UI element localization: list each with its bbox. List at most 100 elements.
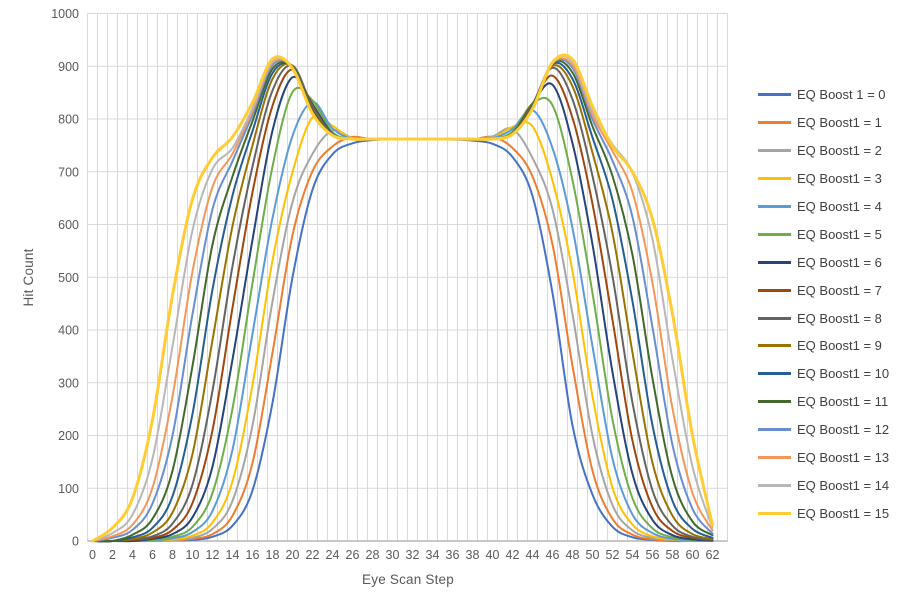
x-tick-label: 38 [466, 548, 480, 562]
legend-item-5[interactable]: EQ Boost1 = 5 [758, 220, 894, 248]
legend-swatch-icon [758, 456, 791, 460]
legend-item-12[interactable]: EQ Boost1 = 12 [758, 416, 894, 444]
x-tick-label: 34 [426, 548, 440, 562]
y-tick-label: 1000 [51, 7, 79, 21]
x-tick-label: 2 [109, 548, 116, 562]
x-tick-label: 0 [89, 548, 96, 562]
legend-label: EQ Boost1 = 15 [797, 505, 890, 521]
series-line-11[interactable] [91, 59, 714, 543]
x-tick-label: 60 [686, 548, 700, 562]
x-tick-label: 32 [406, 548, 420, 562]
legend-swatch-icon [758, 428, 791, 432]
x-tick-label: 56 [646, 548, 660, 562]
x-tick-label: 30 [386, 548, 400, 562]
series-line-9[interactable] [91, 62, 714, 543]
y-tick-label: 400 [58, 324, 79, 338]
legend-item-4[interactable]: EQ Boost1 = 4 [758, 193, 894, 221]
y-tick-label: 900 [58, 60, 79, 74]
legend-label: EQ Boost1 = 6 [797, 254, 882, 270]
legend-label: EQ Boost1 = 2 [797, 143, 882, 159]
y-tick-label: 700 [58, 165, 79, 179]
x-tick-label: 42 [506, 548, 520, 562]
legend-item-1[interactable]: EQ Boost1 = 1 [758, 109, 894, 137]
legend-swatch-icon [758, 288, 791, 292]
legend-label: EQ Boost1 = 13 [797, 450, 890, 466]
x-tick-label: 8 [169, 548, 176, 562]
x-tick-label: 6 [149, 548, 156, 562]
legend-item-9[interactable]: EQ Boost1 = 9 [758, 332, 894, 360]
x-tick-label: 50 [586, 548, 600, 562]
legend-swatch-icon [758, 372, 791, 376]
legend-label: EQ Boost 1 = 0 [797, 87, 886, 103]
x-tick-label: 12 [206, 548, 220, 562]
x-tick-label: 26 [346, 548, 360, 562]
legend-swatch-icon [758, 232, 791, 236]
legend-item-7[interactable]: EQ Boost1 = 7 [758, 276, 894, 304]
legend-label: EQ Boost1 = 7 [797, 282, 882, 298]
legend-swatch-icon [758, 511, 791, 515]
legend-item-0[interactable]: EQ Boost 1 = 0 [758, 81, 894, 109]
legend-label: EQ Boost1 = 3 [797, 171, 882, 187]
legend-swatch-icon [758, 177, 791, 181]
legend-item-6[interactable]: EQ Boost1 = 6 [758, 248, 894, 276]
legend-item-3[interactable]: EQ Boost1 = 3 [758, 165, 894, 193]
y-tick-label: 600 [58, 218, 79, 232]
legend-swatch-icon [758, 344, 791, 348]
x-tick-label: 44 [526, 548, 540, 562]
y-tick-label: 200 [58, 429, 79, 443]
series-line-10[interactable] [91, 61, 714, 543]
x-axis-title: Eye Scan Step [362, 572, 454, 587]
x-tick-label: 40 [486, 548, 500, 562]
legend-swatch-icon [758, 316, 791, 320]
series-line-13[interactable] [91, 57, 714, 542]
y-tick-label: 800 [58, 113, 79, 127]
y-axis-title: Hit Count [21, 248, 36, 307]
legend-item-2[interactable]: EQ Boost1 = 2 [758, 137, 894, 165]
legend-item-13[interactable]: EQ Boost1 = 13 [758, 444, 894, 472]
legend-swatch-icon [758, 260, 791, 264]
series-line-8[interactable] [91, 64, 714, 543]
x-tick-label: 4 [129, 548, 136, 562]
x-tick-label: 62 [706, 548, 720, 562]
x-tick-label: 36 [446, 548, 460, 562]
legend-item-11[interactable]: EQ Boost1 = 11 [758, 388, 894, 416]
y-tick-label: 0 [72, 535, 79, 549]
legend-swatch-icon [758, 149, 791, 153]
legend-swatch-icon [758, 93, 791, 97]
legend-swatch-icon [758, 483, 791, 487]
legend-label: EQ Boost1 = 4 [797, 199, 882, 214]
x-tick-label: 52 [606, 548, 620, 562]
legend-item-15[interactable]: EQ Boost1 = 15 [758, 499, 894, 527]
x-tick-label: 48 [566, 548, 580, 562]
legend-label: EQ Boost1 = 14 [797, 477, 890, 493]
x-tick-label: 58 [666, 548, 680, 562]
legend: EQ Boost 1 = 0 EQ Boost1 = 1 EQ Boost1 = 2… [758, 81, 894, 527]
legend-swatch-icon [758, 205, 791, 208]
legend-label: EQ Boost1 = 5 [797, 226, 882, 242]
y-tick-label: 100 [58, 482, 79, 496]
x-tick-label: 18 [266, 548, 280, 562]
legend-label: EQ Boost1 = 10 [797, 366, 890, 382]
legend-label: EQ Boost1 = 9 [797, 338, 882, 354]
legend-swatch-icon [758, 400, 791, 404]
x-tick-label: 16 [246, 548, 260, 562]
x-tick-label: 24 [326, 548, 340, 562]
legend-label: EQ Boost1 = 8 [797, 310, 882, 326]
series-line-12[interactable] [91, 58, 714, 542]
legend-item-14[interactable]: EQ Boost1 = 14 [758, 471, 894, 499]
x-tick-label: 28 [366, 548, 380, 562]
y-tick-label: 500 [58, 271, 79, 285]
legend-label: EQ Boost1 = 1 [797, 115, 882, 131]
x-tick-label: 22 [306, 548, 320, 562]
legend-label: EQ Boost1 = 11 [797, 394, 889, 410]
legend-item-10[interactable]: EQ Boost1 = 10 [758, 360, 894, 388]
x-tick-label: 54 [626, 548, 640, 562]
series-line-15[interactable] [91, 53, 714, 543]
legend-item-8[interactable]: EQ Boost1 = 8 [758, 304, 894, 332]
series-line-14[interactable] [91, 54, 714, 542]
legend-label: EQ Boost1 = 12 [797, 422, 890, 438]
x-tick-label: 20 [286, 548, 300, 562]
x-tick-label: 14 [226, 548, 240, 562]
